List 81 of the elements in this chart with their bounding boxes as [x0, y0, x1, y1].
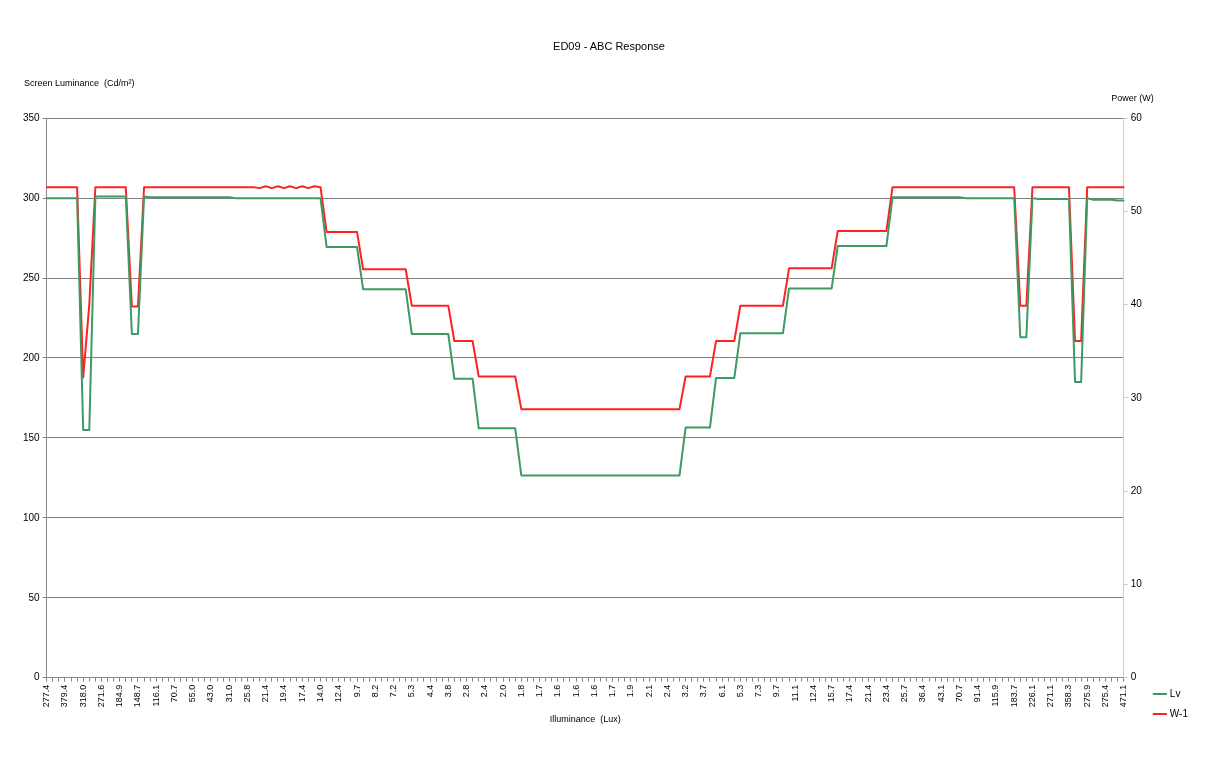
- x-tick-label: 1.7: [534, 684, 545, 698]
- x-tick-label: 1.6: [570, 684, 581, 698]
- x-tick-label: 275.4: [1099, 684, 1110, 708]
- x-tick-label: 91.4: [972, 684, 983, 703]
- y-tick-label: 200: [23, 351, 41, 363]
- x-tick-label: 226.1: [1026, 684, 1037, 708]
- x-tick-label: 275.9: [1081, 684, 1092, 708]
- chart-title: ED09 - ABC Response: [553, 39, 665, 52]
- x-tick-label: 23.4: [880, 684, 891, 703]
- x-tick-label: 11.1: [789, 684, 800, 702]
- y2-tick-label: 50: [1130, 205, 1143, 217]
- y-tick-label: 150: [23, 431, 41, 443]
- x-tick-label: 2.4: [479, 684, 490, 698]
- x-tick-label: 2.4: [661, 684, 672, 698]
- x-tick-label: 31.0: [223, 684, 234, 703]
- x-tick-label: 25.7: [899, 684, 910, 703]
- x-tick-label: 3.7: [698, 684, 709, 698]
- x-tick-label: 17.4: [844, 684, 855, 703]
- x-tick-label: 471.1: [1118, 684, 1129, 708]
- y-axis-title: Screen Luminance (Cd/m²): [24, 77, 135, 88]
- x-tick-label: 8.2: [369, 684, 380, 698]
- y2-tick-label: 10: [1130, 578, 1143, 590]
- x-tick-label: 21.4: [862, 684, 873, 703]
- y2-tick-label: 30: [1130, 391, 1143, 403]
- x-tick-label: 9.7: [771, 684, 782, 698]
- x-tick-label: 6.1: [716, 684, 727, 698]
- y2-tick-label: 60: [1130, 111, 1143, 123]
- legend-label: Lv: [1169, 687, 1181, 699]
- x-tick-label: 4.4: [424, 684, 435, 698]
- x-tick-label: 318.0: [77, 684, 88, 708]
- x-tick-label: 14.0: [314, 684, 325, 703]
- x-tick-label: 25.8: [241, 684, 252, 703]
- x-tick-label: 1.6: [588, 684, 599, 698]
- x-tick-label: 43.0: [205, 684, 216, 703]
- x-tick-label: 183.7: [1008, 684, 1019, 708]
- x-tick-label: 3.2: [680, 684, 691, 698]
- x-tick-label: 271.1: [1045, 684, 1056, 708]
- x-tick-label: 1.7: [607, 684, 618, 698]
- x-tick-label: 55.0: [187, 684, 198, 703]
- x-tick-label: 115.9: [990, 684, 1001, 707]
- x-tick-label: 70.7: [168, 684, 179, 703]
- x-tick-label: 36.4: [917, 684, 928, 703]
- y2-tick-label: 20: [1130, 484, 1143, 496]
- x-tick-label: 70.7: [953, 684, 964, 703]
- x-tick-label: 1.8: [515, 684, 526, 698]
- x-tick-label: 2.0: [497, 684, 508, 698]
- x-tick-label: 5.3: [734, 684, 745, 698]
- y-tick-label: 350: [23, 111, 41, 123]
- x-tick-label: 9.7: [351, 684, 362, 698]
- y-tick-label: 100: [23, 511, 41, 523]
- x-tick-label: 116.1: [150, 684, 161, 707]
- y-tick-label: 0: [34, 671, 41, 683]
- y2-tick-label: 0: [1130, 671, 1137, 683]
- x-tick-label: 184.9: [114, 684, 125, 708]
- x-axis-title: Illuminance (Lux): [549, 714, 621, 725]
- x-tick-label: 21.4: [260, 684, 271, 703]
- x-tick-label: 379.4: [59, 684, 70, 708]
- y-tick-label: 300: [23, 191, 41, 203]
- x-tick-label: 148.7: [132, 684, 143, 708]
- y2-axis-title: Power (W): [1111, 92, 1154, 103]
- x-tick-label: 2.8: [461, 684, 472, 698]
- y-tick-label: 250: [23, 271, 41, 283]
- x-tick-label: 1.6: [552, 684, 563, 698]
- x-tick-label: 19.4: [278, 684, 289, 703]
- x-tick-label: 7.2: [388, 684, 399, 698]
- x-tick-label: 43.1: [935, 684, 946, 703]
- x-tick-label: 5.3: [406, 684, 417, 698]
- y-tick-label: 50: [28, 591, 41, 603]
- y2-tick-label: 40: [1130, 298, 1143, 310]
- x-tick-label: 3.8: [442, 684, 453, 698]
- x-tick-label: 12.4: [807, 684, 818, 703]
- x-tick-label: 358.3: [1063, 684, 1074, 708]
- x-tick-label: 1.9: [625, 684, 636, 698]
- x-tick-label: 7.3: [753, 684, 764, 698]
- x-tick-label: 15.7: [826, 684, 837, 703]
- legend-label: W-1: [1169, 707, 1189, 719]
- x-tick-label: 271.6: [95, 684, 106, 708]
- x-tick-label: 2.1: [643, 684, 654, 698]
- x-tick-label: 17.4: [296, 684, 307, 703]
- x-tick-label: 277.4: [41, 684, 52, 708]
- x-tick-label: 12.4: [333, 684, 344, 703]
